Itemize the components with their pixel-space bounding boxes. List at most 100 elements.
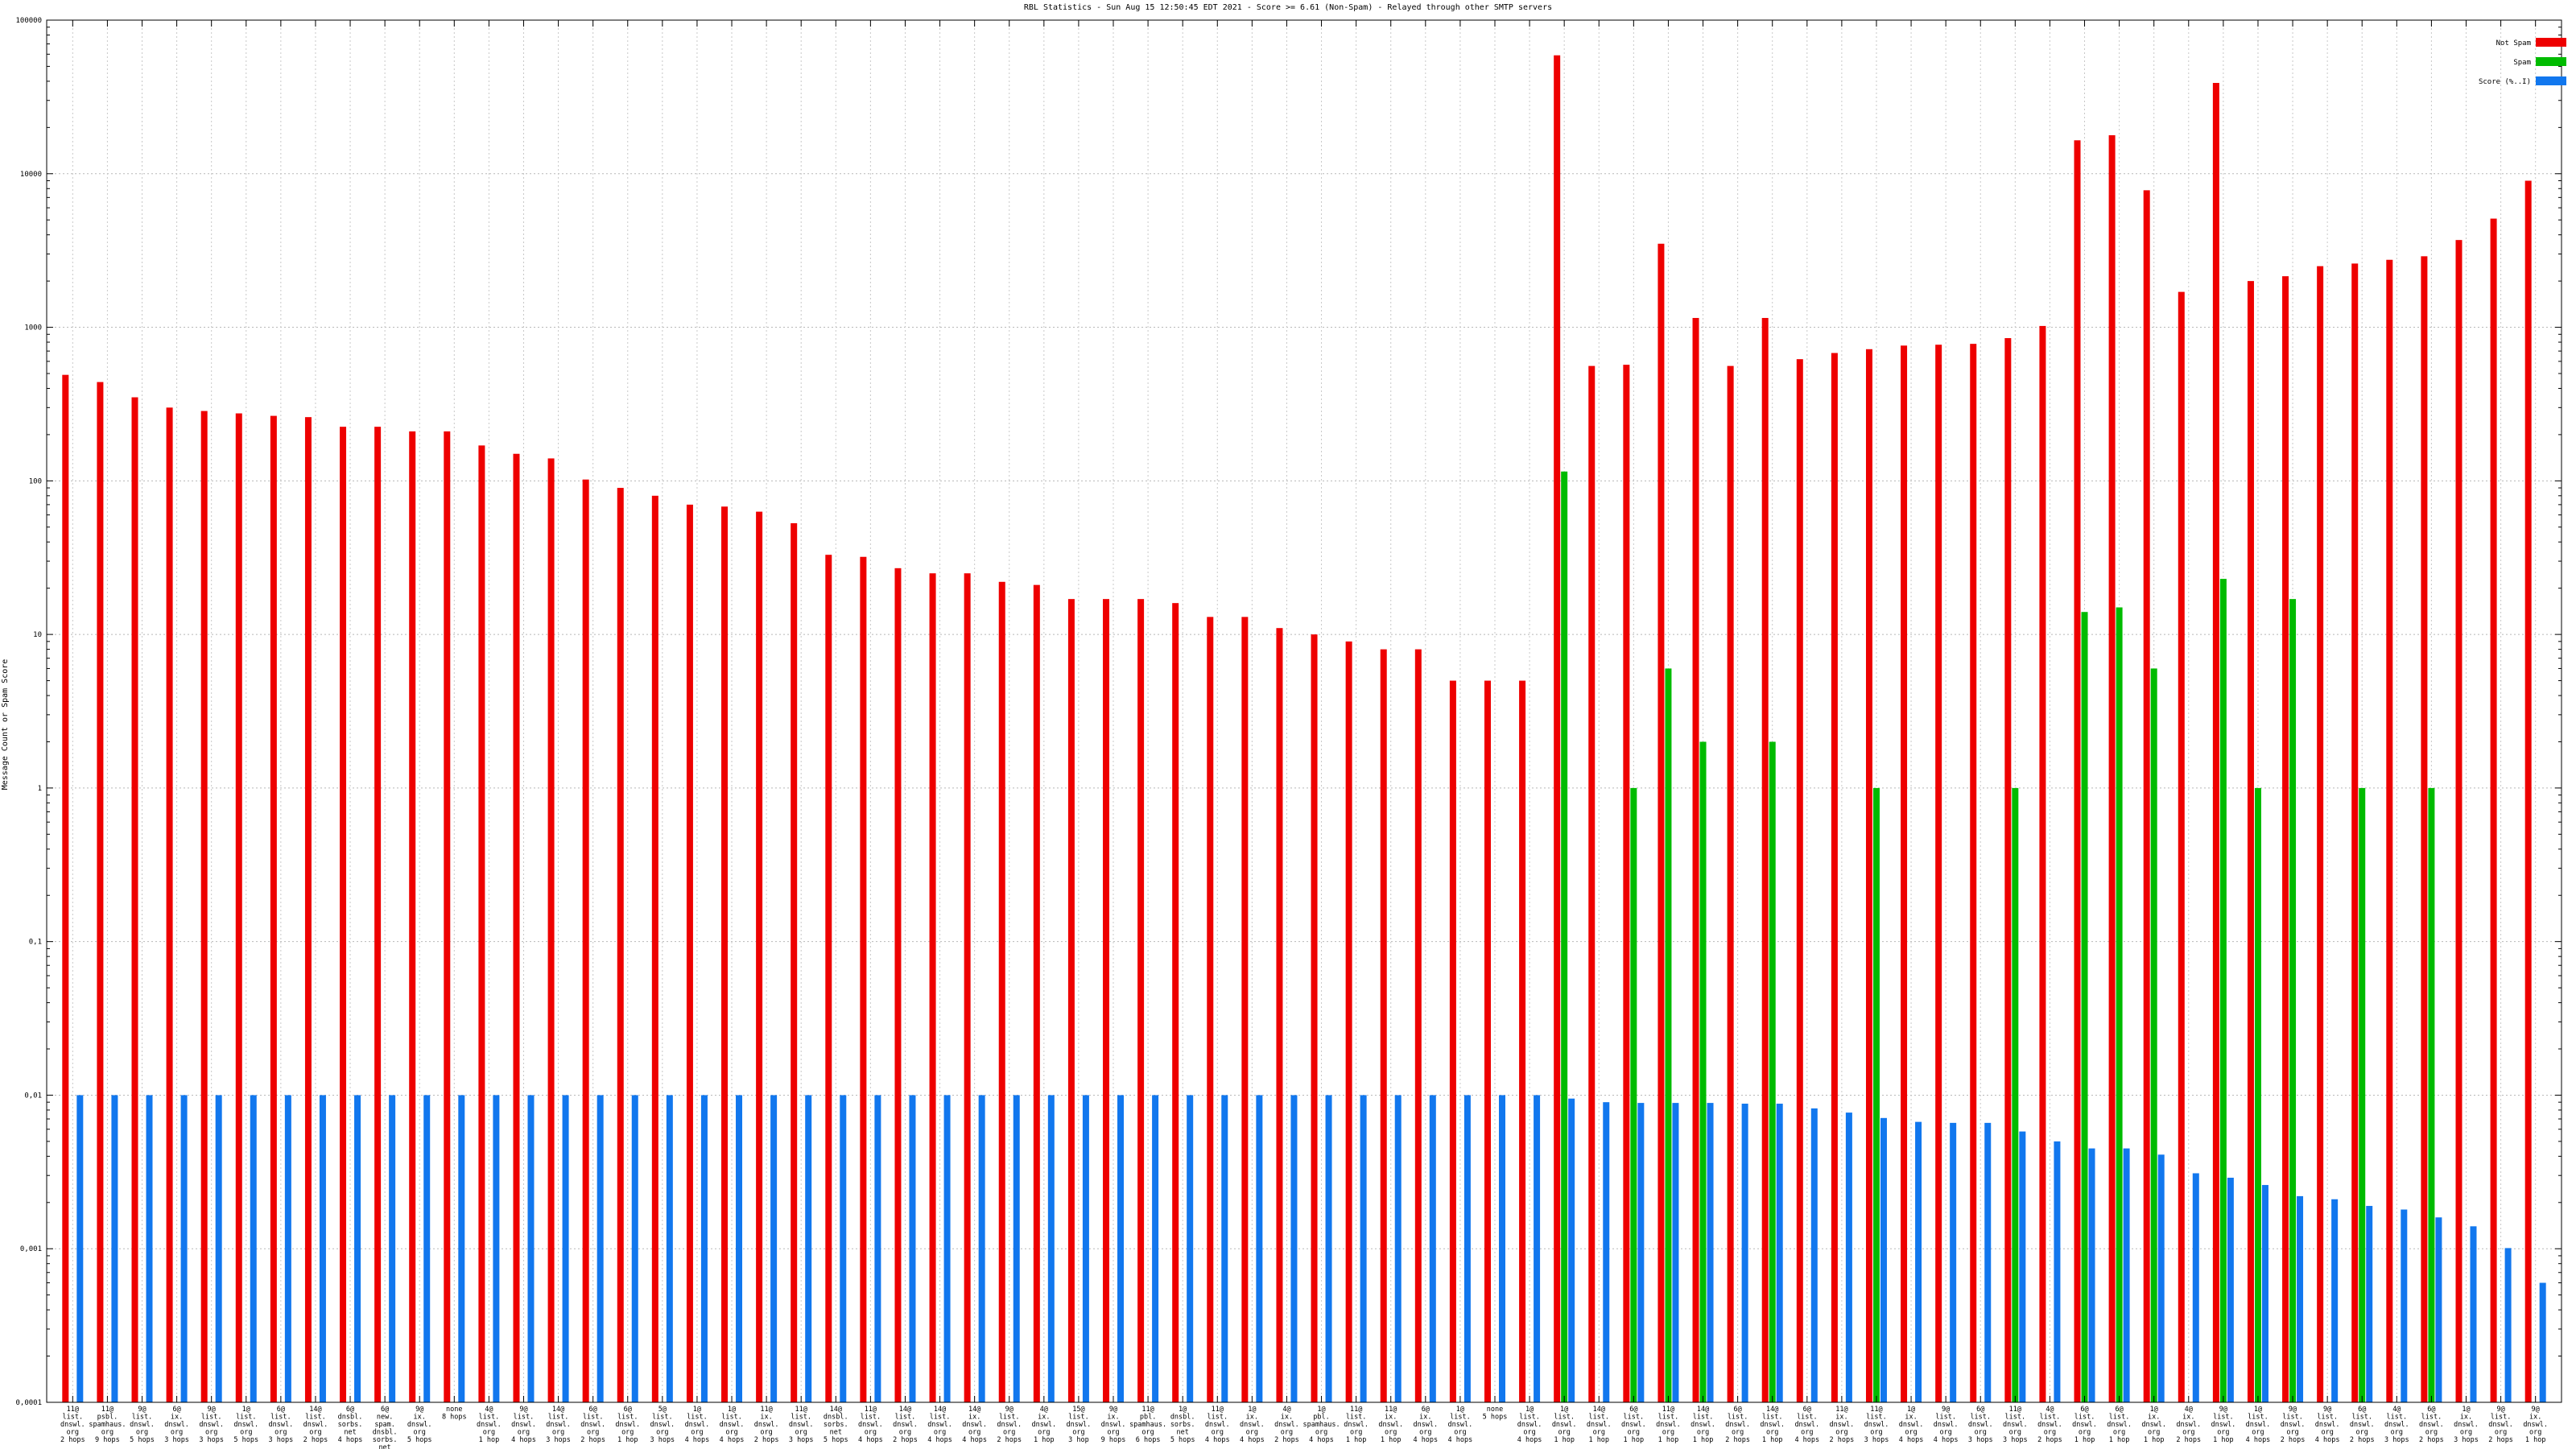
bar-not-spam	[200, 411, 208, 1402]
x-tick-label-line: org	[1212, 1429, 1224, 1437]
x-tick-label-line: spamhaus.	[1303, 1421, 1340, 1429]
legend-swatch	[2536, 57, 2566, 66]
bar-score-i	[2539, 1282, 2546, 1402]
x-tick-label: 15@ list. dnswl. org 3 hop	[1067, 1406, 1092, 1444]
bar-not-spam	[270, 415, 277, 1402]
x-tick-label-line: list.	[791, 1414, 811, 1422]
bar-not-spam	[2490, 218, 2497, 1402]
x-tick-label-line: dnswl.	[962, 1421, 987, 1429]
legend-label: Score (%..I)	[2479, 78, 2531, 86]
bar-spam	[2428, 787, 2435, 1402]
x-tick-label-line: org	[621, 1429, 634, 1437]
x-tick-label-line: dnswl.	[1864, 1421, 1889, 1429]
x-tick-label-line: 4 hops	[927, 1436, 952, 1444]
x-tick-label-line: net	[1177, 1429, 1189, 1437]
x-tick-label-line: 4@	[1282, 1406, 1290, 1414]
bar-spam	[2081, 612, 2088, 1402]
x-tick-label: 9@ ix. dnswl. org 1 hop	[2523, 1406, 2548, 1444]
bar-score-i	[1672, 1103, 1679, 1402]
x-tick-label: 11@ ix. dnswl. org 2 hops	[754, 1406, 779, 1444]
x-tick-label-line: 11@	[1835, 1406, 1847, 1414]
bar-not-spam	[1623, 365, 1630, 1403]
x-tick-label-line: org	[1281, 1429, 1293, 1437]
x-tick-label-line: sorbs.	[824, 1421, 848, 1429]
x-tick-label-line: 1@	[2150, 1406, 2158, 1414]
x-tick-label-line: dnswl.	[789, 1421, 814, 1429]
x-tick-label-line: 4 hops	[962, 1436, 987, 1444]
x-tick-label: 11@ list. dnswl. org 3 hops	[1864, 1406, 1889, 1444]
x-tick-label: 6@ list. dnswl. org 1 hop	[2072, 1406, 2097, 1444]
x-tick-label-line: org	[1385, 1429, 1397, 1437]
x-tick-label-line: 1@	[693, 1406, 701, 1414]
bar-score-i	[1013, 1095, 1020, 1402]
x-tick-label-line: 2 hops	[893, 1436, 918, 1444]
x-tick-label: 4@ ix. dnswl. org 2 hops	[2176, 1406, 2201, 1444]
x-tick-label: 11@ list. dnswl. org 3 hops	[2003, 1406, 2028, 1444]
bar-not-spam	[1137, 599, 1145, 1402]
x-tick-label-line: org	[1662, 1429, 1674, 1437]
x-tick-label-line: org	[552, 1429, 564, 1437]
x-tick-label-line: 4@	[2185, 1406, 2193, 1414]
x-tick-label-line: 3 hops	[164, 1436, 189, 1444]
x-tick-label-line: dnswl.	[164, 1421, 189, 1429]
x-tick-label-line: list.	[1935, 1414, 1956, 1422]
x-tick-label-line: dnswl.	[1690, 1421, 1715, 1429]
bar-score-i	[2261, 1185, 2268, 1402]
x-tick-label-line: 11@	[1141, 1406, 1154, 1414]
x-tick-label-line: dnswl.	[477, 1421, 502, 1429]
x-tick-label-line: 2 hops	[1830, 1436, 1855, 1444]
bar-not-spam	[1207, 617, 1214, 1402]
x-tick-label-line: ix.	[1835, 1414, 1847, 1422]
x-tick-label: 4@ ix. dnswl. org 2 hops	[1274, 1406, 1299, 1444]
x-tick-label-line: ix.	[1385, 1414, 1397, 1422]
x-tick-label-line: org	[2356, 1429, 2368, 1437]
x-tick-label: 14@ list. dnswl. org 1 hop	[1760, 1406, 1785, 1444]
x-tick-label-line: org	[2044, 1429, 2056, 1437]
x-tick-label-line: 6@	[2115, 1406, 2123, 1414]
x-tick-label: 11@ ix. dnswl. org 2 hops	[1830, 1406, 1855, 1444]
x-tick-label-line: list.	[1797, 1414, 1818, 1422]
bar-score-i	[2088, 1148, 2095, 1402]
bar-score-i	[1047, 1095, 1055, 1402]
bar-score-i	[76, 1095, 84, 1402]
x-tick-label-line: org	[1246, 1429, 1258, 1437]
x-tick-label-line: 14@	[552, 1406, 564, 1414]
x-tick-label: 14@ list. dnswl. org 1 hop	[1690, 1406, 1715, 1444]
x-tick-label-line: dnswl.	[650, 1421, 675, 1429]
bar-score-i	[840, 1095, 847, 1402]
x-tick-label: 6@ list. dnswl. org 1 hop	[615, 1406, 640, 1444]
x-tick-label-line: 5 hops	[824, 1436, 848, 1444]
bar-score-i	[1534, 1095, 1541, 1402]
x-tick-label-line: list.	[132, 1414, 153, 1422]
x-tick-label-line: 3 hops	[2454, 1436, 2479, 1444]
bar-not-spam	[1067, 599, 1075, 1402]
bar-not-spam	[1241, 617, 1249, 1402]
x-tick-label: 6@ list. dnswl. org 2 hops	[2350, 1406, 2375, 1444]
x-tick-label-line: list.	[2040, 1414, 2061, 1422]
x-tick-label-line: dnswl.	[2037, 1421, 2062, 1429]
x-tick-label-line: sorbs.	[373, 1436, 398, 1444]
x-tick-label-line: dnswl.	[615, 1421, 640, 1429]
x-tick-label: 9@ list. dnswl. org 4 hops	[2315, 1406, 2340, 1444]
bar-score-i	[493, 1095, 500, 1402]
x-tick-label-line: 9@	[138, 1406, 146, 1414]
x-tick-label-line: dnswl.	[997, 1421, 1022, 1429]
x-tick-label-line: dnswl.	[858, 1421, 883, 1429]
bar-not-spam	[1519, 680, 1526, 1402]
x-tick-label-line: 2 hops	[580, 1436, 605, 1444]
x-tick-label-line: 5@	[658, 1406, 667, 1414]
x-tick-label-line: dnswl.	[1517, 1421, 1542, 1429]
x-tick-label-line: 1 hop	[2144, 1436, 2165, 1444]
bar-not-spam	[1033, 584, 1040, 1402]
x-tick-label-line: 2 hops	[2281, 1436, 2306, 1444]
x-tick-label: 11@ list. dnswl. org 4 hops	[858, 1406, 883, 1444]
bar-not-spam	[651, 495, 658, 1403]
y-tick-labels: 0,0001 0,001 0,01 0,1 1 10 100 1000 10000 100000	[15, 17, 42, 1407]
bar-score-i	[1082, 1095, 1089, 1402]
bar-score-i	[423, 1095, 431, 1402]
x-tick-label-line: org	[2113, 1429, 2125, 1437]
x-tick-label-line: list.	[2213, 1414, 2234, 1422]
x-tick-label-line: org	[1350, 1429, 1362, 1437]
x-tick-label: 14@ dnsbl. sorbs. net 5 hops	[824, 1406, 848, 1444]
bar-not-spam	[2212, 83, 2219, 1403]
